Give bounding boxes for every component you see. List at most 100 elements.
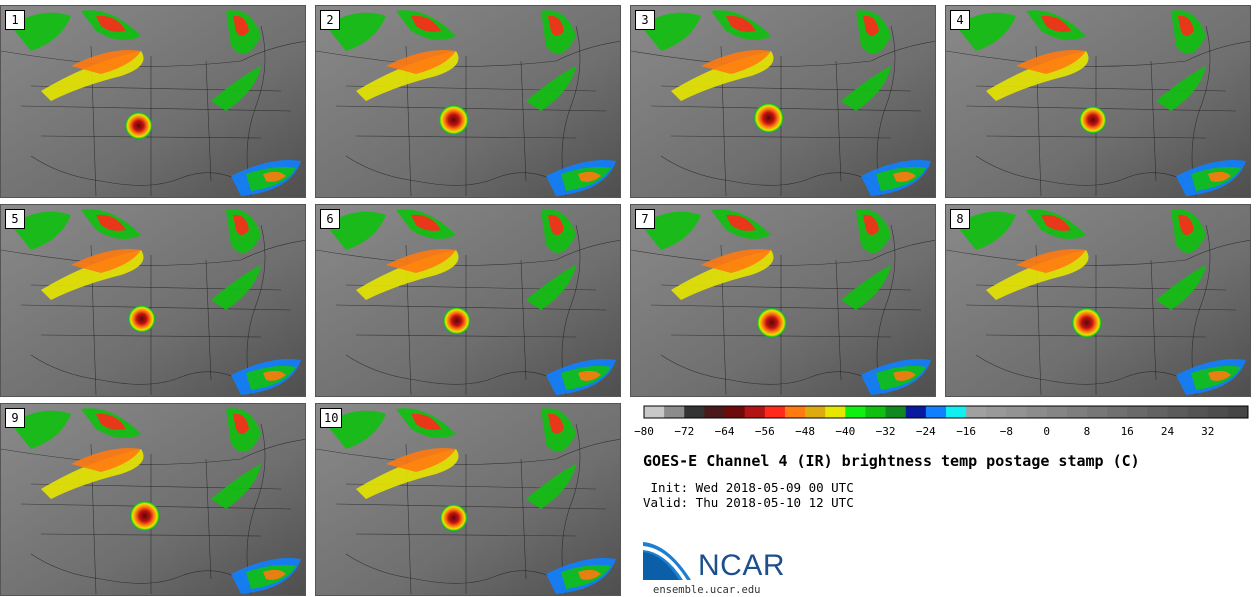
cloud-region <box>233 413 249 434</box>
colorbar-bin <box>1107 406 1128 418</box>
cloud-region <box>1178 214 1194 235</box>
cloud-region <box>326 211 386 250</box>
cloud-region <box>1041 15 1071 32</box>
cloud-region <box>263 569 286 580</box>
map-boundary <box>345 553 557 584</box>
storm-cell <box>753 102 785 134</box>
panel-number: 3 <box>635 10 655 30</box>
cloud-region <box>893 171 916 182</box>
colorbar-bin <box>1086 406 1108 418</box>
colorbar-bin <box>946 406 967 418</box>
cloud-region <box>411 413 441 430</box>
panel-number: 4 <box>950 10 970 30</box>
cloud-region <box>578 171 601 182</box>
map-boundary <box>345 155 557 186</box>
cloud-region <box>96 15 126 32</box>
postage-stamp-3: 3 <box>630 5 936 198</box>
cloud-region <box>893 370 916 381</box>
map-boundary <box>335 503 607 510</box>
map-boundary <box>650 105 922 112</box>
cloud-region <box>71 50 141 74</box>
storm-cell <box>1071 307 1103 339</box>
cloud-region <box>1016 50 1086 74</box>
cloud-region <box>386 249 456 273</box>
map-boundary <box>876 224 896 396</box>
cloud-region <box>211 464 261 509</box>
colorbar-bin <box>1187 406 1209 418</box>
map-boundary <box>335 304 607 311</box>
ir-image <box>1 6 305 197</box>
colorbar-bin <box>1066 406 1088 418</box>
logo-url: ensemble.ucar.edu <box>653 584 761 596</box>
map-boundary <box>205 458 212 580</box>
cloud-region <box>11 410 71 449</box>
cloud-region <box>211 265 261 310</box>
postage-stamp-8: 8 <box>945 204 1251 397</box>
map-boundary <box>20 304 292 311</box>
cloud-region <box>1208 171 1231 182</box>
cloud-region <box>263 171 286 182</box>
cloud-region <box>11 12 71 52</box>
storm-cell <box>127 304 156 333</box>
colorbar-bin <box>784 406 806 418</box>
map-boundary <box>876 25 896 197</box>
colorbar-bin <box>986 406 1007 418</box>
storm-cell <box>124 111 153 140</box>
ncar-logo-swoosh <box>643 542 691 580</box>
colorbar-tick-label: −48 <box>795 425 815 438</box>
cloud-region <box>1156 265 1206 310</box>
panel-number: 1 <box>5 10 25 30</box>
map-boundary <box>650 304 922 311</box>
ncar-logo-text: NCAR <box>698 549 786 582</box>
cloud-region <box>956 12 1016 52</box>
postage-stamp-9: 9 <box>0 403 306 596</box>
map-boundary <box>835 259 842 381</box>
colorbar-bin <box>764 406 786 418</box>
colorbar-bin <box>865 406 887 418</box>
map-boundary <box>660 354 872 385</box>
cloud-region <box>841 265 891 310</box>
map-boundary <box>1191 25 1211 197</box>
colorbar-bin <box>644 406 665 418</box>
map-boundary <box>975 354 1187 385</box>
colorbar-bin <box>1227 406 1249 418</box>
ir-image <box>316 404 620 595</box>
map-boundary <box>1 240 305 266</box>
colorbar-tick-label: 32 <box>1201 425 1215 438</box>
cloud-region <box>726 214 756 231</box>
map-boundary <box>316 41 620 67</box>
cloud-region <box>641 211 701 250</box>
cloud-region <box>411 15 441 32</box>
panel-number: 7 <box>635 209 655 229</box>
colorbar-bin <box>1127 406 1148 418</box>
postage-stamp-7: 7 <box>630 204 936 397</box>
colorbar-tick-label: 16 <box>1120 425 1134 438</box>
ir-image <box>316 6 620 197</box>
cloud-region <box>233 15 249 36</box>
cloud-region <box>233 214 249 235</box>
init-time: Init: Wed 2018-05-09 00 UTC <box>643 480 854 495</box>
map-boundary <box>246 25 266 197</box>
map-boundary <box>316 439 620 465</box>
colorbar-bin <box>1026 406 1048 418</box>
ir-image <box>1 404 305 595</box>
colorbar-bin <box>1006 406 1028 418</box>
colorbar-bin <box>825 406 846 418</box>
colorbar-tick-label: 0 <box>1043 425 1050 438</box>
map-boundary <box>316 240 620 266</box>
colorbar-bin <box>1167 406 1189 418</box>
postage-stamp-6: 6 <box>315 204 621 397</box>
colorbar-bin <box>684 406 705 418</box>
colorbar-bin <box>845 406 866 418</box>
map-boundary <box>20 105 292 112</box>
map-boundary <box>660 155 872 186</box>
cloud-region <box>548 413 564 434</box>
ir-image <box>1 205 305 396</box>
storm-cell <box>442 306 471 335</box>
map-boundary <box>1191 224 1211 396</box>
colorbar-bin <box>704 406 726 418</box>
cloud-region <box>71 448 141 472</box>
panel-number: 6 <box>320 209 340 229</box>
colorbar-tick-label: −16 <box>956 425 977 438</box>
map-boundary <box>246 224 266 396</box>
